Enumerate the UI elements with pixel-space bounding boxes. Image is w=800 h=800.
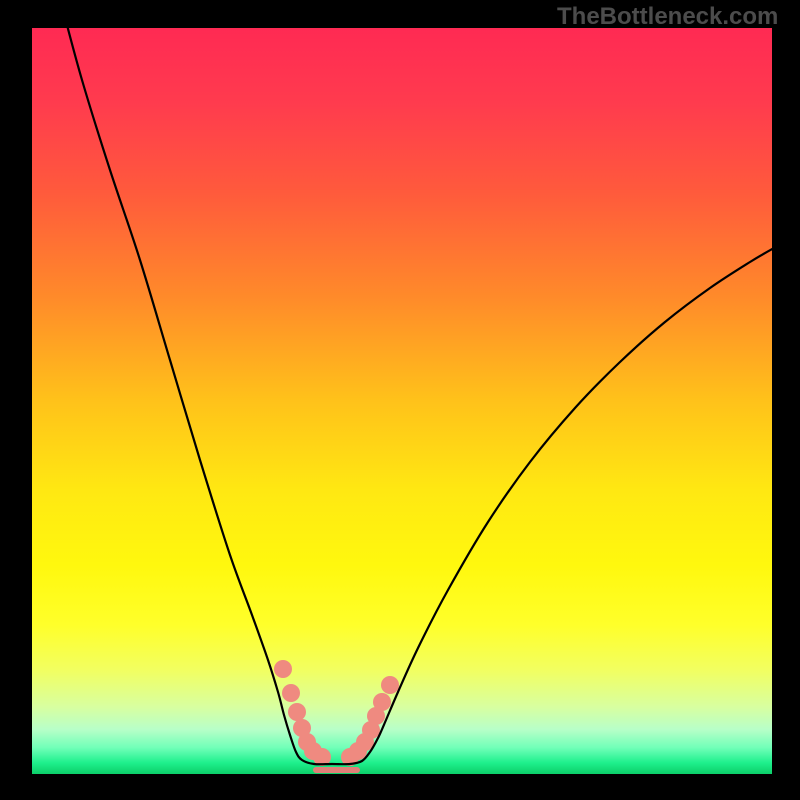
watermark-text: TheBottleneck.com [557, 3, 778, 31]
gradient-background [32, 28, 772, 774]
baseline-segment [313, 767, 360, 773]
marker-dot [381, 676, 399, 694]
bottleneck-curve-chart [0, 0, 800, 800]
marker-dot [274, 660, 292, 678]
marker-dot [282, 684, 300, 702]
marker-dot [288, 703, 306, 721]
marker-dot [373, 693, 391, 711]
